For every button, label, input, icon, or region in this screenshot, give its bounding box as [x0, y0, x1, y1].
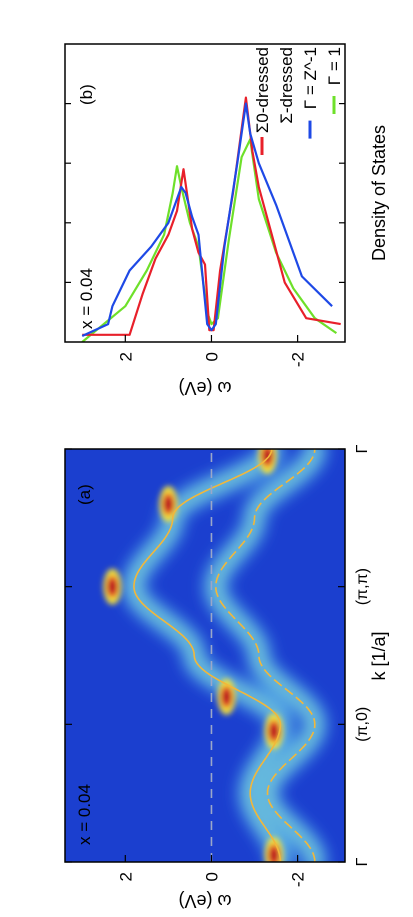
b-y-tick-label-1: 0	[202, 352, 221, 361]
a-y-tick-label-0: 2	[116, 872, 135, 881]
panel-b-background	[65, 44, 345, 342]
intensity-peaks-group	[103, 449, 283, 862]
panel-b-y-axis-label: ω (eV)	[178, 378, 231, 398]
panel-a-y-axis-label: ω (eV)	[178, 891, 231, 911]
panel-a-frame	[64, 448, 346, 863]
rotated-figure: Γ (π,0) (π,π) Γ 2 0 -2 x = 0.04 (a) k [1/a] ω …	[64, 43, 389, 911]
panel-b-label: (b)	[77, 84, 96, 105]
panel-a-x-axis-label: k [1/a]	[369, 631, 389, 680]
a-x-tick-label-2: (π,π)	[354, 568, 371, 605]
b-y-tick-label-2: -2	[289, 352, 308, 367]
a-x-tick-label-3: Γ	[354, 444, 371, 453]
a-y-tick-label-2: -2	[289, 872, 308, 887]
band-curve-1	[214, 449, 316, 862]
dos-line-0	[82, 96, 341, 336]
panel-a-spectral-map: Γ (π,0) (π,π) Γ 2 0 -2 x = 0.04 (a) k [1/a] ω …	[64, 444, 389, 911]
legend-label-2: Γ = Z^-1	[301, 47, 320, 109]
peak-core-1	[270, 725, 278, 738]
a-x-tick-label-1: (π,0)	[354, 707, 371, 742]
dos-line-1	[81, 102, 333, 337]
panel-a-label: (a)	[75, 484, 94, 505]
panel-a-ticks: Γ (π,0) (π,π) Γ 2 0 -2	[65, 444, 371, 887]
panel-a-band-curves	[133, 449, 316, 862]
a-x-tick-label-0: Γ	[354, 857, 371, 866]
panel-b-frame	[64, 43, 346, 343]
panel-b-x-axis-label: Density of States	[369, 125, 389, 261]
panel-b-legend: Σ0-dressed Σ-dressed Γ = Z^-1 Γ = 1	[253, 47, 344, 155]
legend-label-0: Σ0-dressed	[253, 47, 272, 133]
panel-b-dos-lines	[81, 96, 341, 342]
peak-core-2	[223, 690, 231, 703]
peak-core-0	[270, 849, 278, 862]
peak-core-4	[164, 498, 172, 511]
b-y-tick-label-0: 2	[116, 352, 135, 361]
panel-b-annotation: x = 0.04	[77, 268, 96, 329]
panel-a-annotation: x = 0.04	[75, 784, 94, 845]
a-y-tick-label-1: 0	[202, 872, 221, 881]
legend-label-3: Γ = 1	[325, 47, 344, 85]
panel-b-ticks: 2 0 -2	[65, 102, 345, 367]
peak-core-3	[108, 580, 116, 593]
band-curve-0	[133, 449, 282, 862]
panel-b-dos-plot: 2 0 -2 x = 0.04 (b) Σ0-dressed Σ-dressed Γ =…	[64, 43, 389, 398]
legend-label-1: Σ-dressed	[277, 47, 296, 124]
